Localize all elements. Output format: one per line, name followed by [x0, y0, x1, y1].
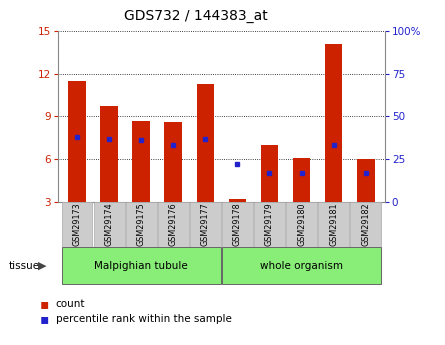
Text: GSM29173: GSM29173 [73, 203, 81, 246]
Text: GSM29179: GSM29179 [265, 203, 274, 246]
Bar [293, 158, 310, 202]
Bar [350, 202, 381, 247]
Text: GSM29174: GSM29174 [105, 203, 113, 246]
Bar [165, 122, 182, 202]
Bar [62, 247, 221, 284]
Bar [318, 202, 349, 247]
Text: GSM29176: GSM29176 [169, 203, 178, 246]
Text: percentile rank within the sample: percentile rank within the sample [56, 314, 231, 324]
Bar [133, 121, 150, 202]
Bar [286, 202, 317, 247]
Bar [94, 202, 125, 247]
Text: tissue: tissue [9, 261, 40, 270]
Text: GDS732 / 144383_at: GDS732 / 144383_at [124, 9, 268, 23]
Bar [325, 44, 343, 202]
Text: ▪: ▪ [40, 297, 49, 310]
Text: ▶: ▶ [38, 261, 47, 270]
Text: GSM29181: GSM29181 [329, 203, 338, 246]
Bar [100, 107, 118, 202]
Text: count: count [56, 299, 85, 308]
Bar [190, 202, 221, 247]
Bar [222, 202, 253, 247]
Bar [68, 81, 86, 202]
Bar [197, 84, 214, 202]
Text: GSM29178: GSM29178 [233, 203, 242, 246]
Bar [261, 145, 278, 202]
Bar [62, 202, 93, 247]
Bar [126, 202, 157, 247]
Text: GSM29177: GSM29177 [201, 203, 210, 246]
Text: ▪: ▪ [40, 312, 49, 326]
Text: Malpighian tubule: Malpighian tubule [94, 261, 188, 270]
Bar [229, 199, 246, 202]
Bar [158, 202, 189, 247]
Bar [222, 247, 381, 284]
Text: GSM29182: GSM29182 [361, 203, 370, 246]
Text: GSM29180: GSM29180 [297, 203, 306, 246]
Bar [254, 202, 285, 247]
Text: GSM29175: GSM29175 [137, 203, 146, 246]
Bar [357, 159, 375, 202]
Text: whole organism: whole organism [260, 261, 343, 270]
